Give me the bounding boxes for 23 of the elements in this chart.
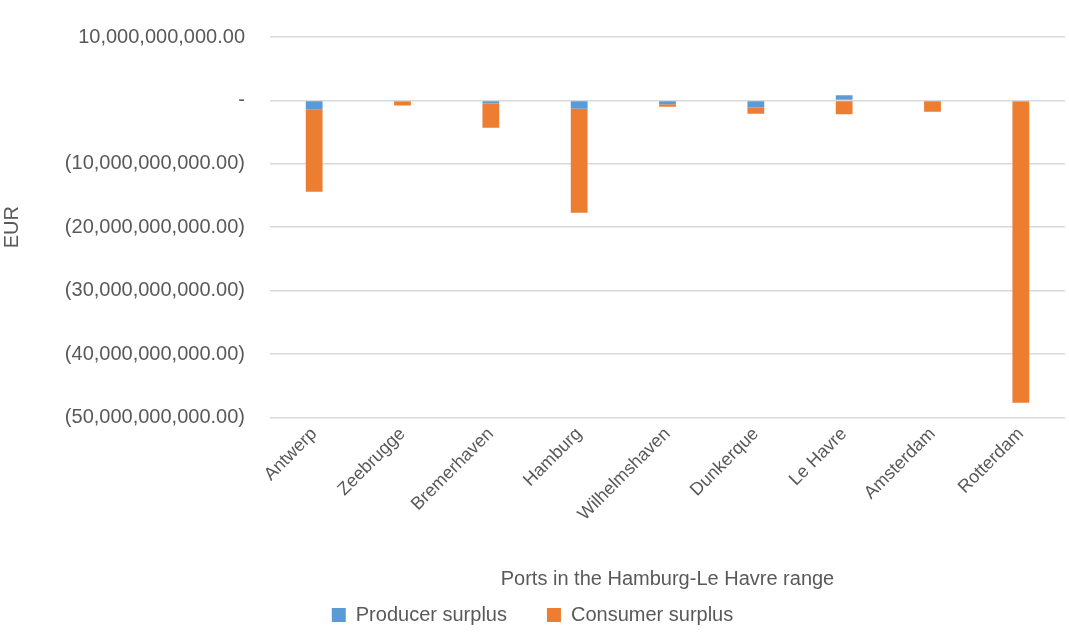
y-tick-label: (50,000,000,000.00) [64, 404, 245, 427]
y-tick-label: 10,000,000,000.00 [78, 24, 245, 47]
bar [747, 101, 765, 108]
bar [482, 103, 500, 128]
bar [924, 101, 941, 112]
y-tick-label: - [238, 87, 245, 110]
bar [1012, 101, 1030, 403]
y-axis-title: EUR [0, 206, 22, 249]
legend-label: Consumer surplus [570, 602, 734, 625]
bar [570, 101, 588, 109]
bar [305, 101, 323, 110]
bar [835, 101, 853, 115]
bar [835, 95, 853, 100]
y-tick-label: (30,000,000,000.00) [64, 278, 245, 301]
bar [570, 108, 588, 213]
bar [305, 109, 323, 192]
y-tick-label: (20,000,000,000.00) [64, 214, 245, 237]
bar [482, 101, 500, 104]
y-tick-label: (40,000,000,000.00) [64, 341, 245, 364]
bar [747, 107, 765, 114]
x-axis-title: Ports in the Hamburg-Le Havre range [500, 566, 835, 589]
legend-label: Producer surplus [355, 602, 507, 625]
y-tick-label: (10,000,000,000.00) [64, 151, 245, 174]
